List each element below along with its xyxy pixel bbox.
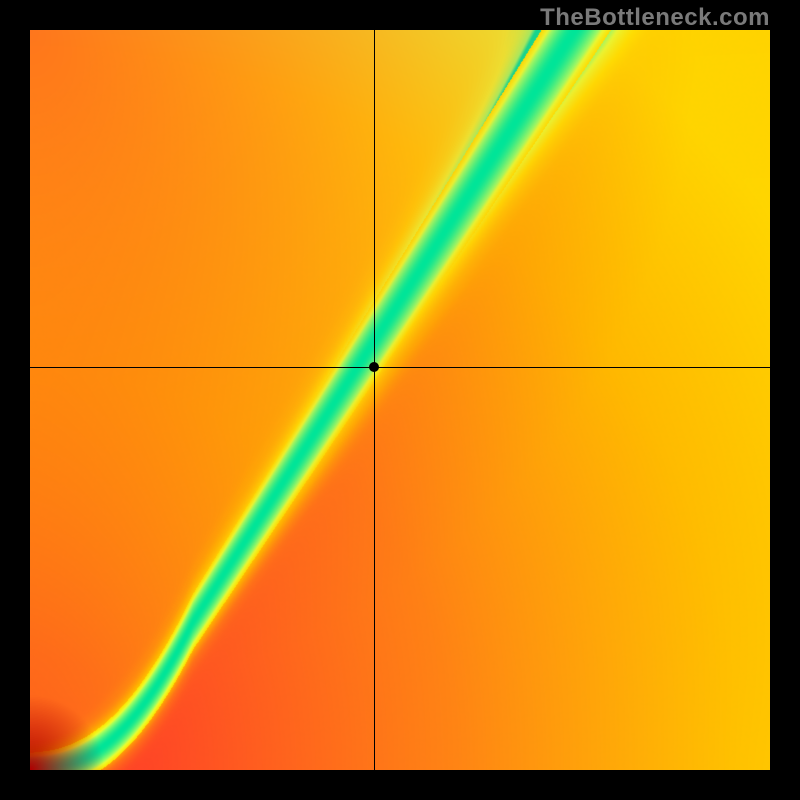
heatmap-canvas [30, 30, 770, 770]
crosshair-vertical [374, 30, 375, 770]
frame: TheBottleneck.com [0, 0, 800, 800]
watermark-text: TheBottleneck.com [540, 4, 770, 32]
plot-area [30, 30, 770, 770]
crosshair-horizontal [30, 367, 770, 368]
crosshair-marker [369, 362, 379, 372]
